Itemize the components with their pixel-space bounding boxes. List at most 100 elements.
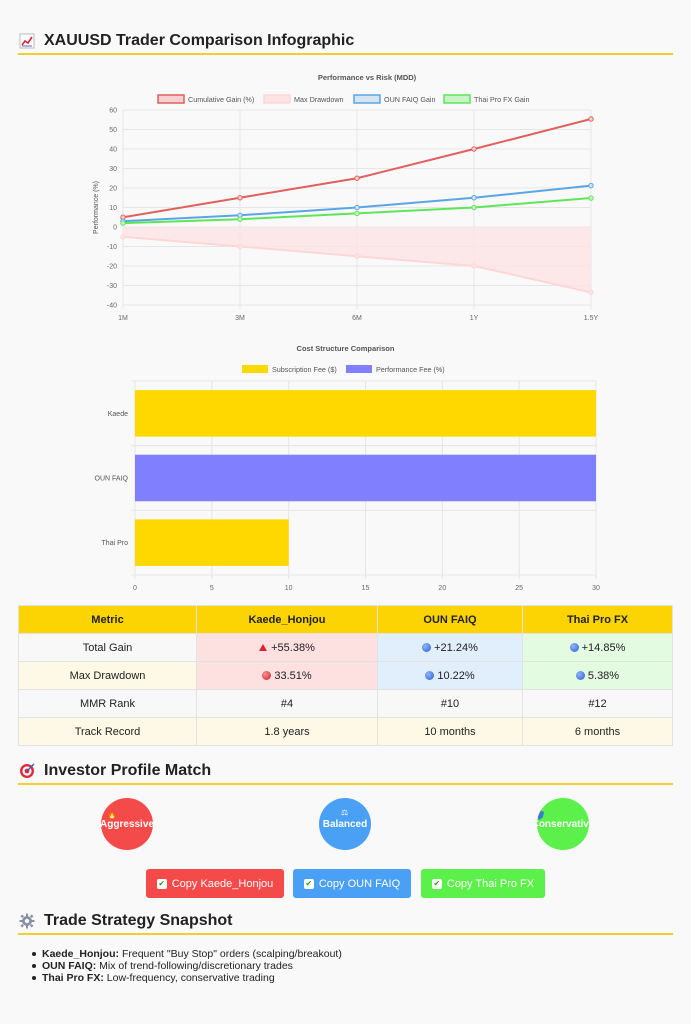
kaede-max-drawdown: 33.51%: [196, 661, 378, 690]
data-point: [588, 182, 594, 189]
table-row: Max Drawdown 33.51% 10.22% 5.38%: [18, 661, 673, 690]
legend-label: Cumulative Gain (%): [188, 95, 254, 104]
blue-circle-icon: [425, 670, 435, 680]
header-kaede: Kaede_Honjou: [196, 605, 378, 634]
oun-max-drawdown: 10.22%: [377, 661, 523, 690]
list-item: Thai Pro FX: Low-frequency, conservative…: [30, 972, 342, 984]
header-thai: Thai Pro FX: [522, 605, 673, 634]
kaede-track-record: 1.8 years: [196, 717, 378, 746]
page-title: XAUUSD Trader Comparison Infographic: [44, 32, 355, 49]
list-item: OUN FAIQ: Mix of trend-following/discret…: [30, 960, 342, 972]
strategy-text: Mix of trend-following/discretionary tra…: [99, 960, 293, 972]
drawdown-area: [123, 227, 591, 293]
profile-title: Investor Profile Match: [44, 762, 212, 779]
value: 33.51%: [274, 669, 312, 682]
value: +55.38%: [271, 641, 315, 654]
fire-icon: 🔥: [107, 810, 117, 819]
metric-cell: Max Drawdown: [18, 661, 197, 690]
x-tick-label: 6M: [352, 315, 362, 322]
data-point: [588, 289, 594, 296]
oun-mmr-rank: #10: [377, 689, 523, 718]
blue-circle-icon: [575, 670, 585, 680]
direct-hit-icon: [18, 762, 36, 780]
copy-oun-button[interactable]: ✔ Copy OUN FAIQ: [293, 869, 411, 898]
data-point: [354, 204, 360, 211]
performance-risk-chart: Performance vs Risk (MDD) Cumulative Gain…: [93, 73, 599, 322]
profile-section-title: Investor Profile Match: [18, 759, 673, 785]
aggressive-circle: 🔥 Aggressive: [101, 798, 153, 850]
data-point: [120, 220, 126, 226]
table-header-row: Metric Kaede_Honjou OUN FAIQ Thai Pro FX: [18, 605, 673, 634]
data-point: [354, 210, 360, 217]
blue-circle-icon: [422, 642, 432, 652]
data-point: [471, 195, 477, 201]
x-tick-label: 0: [133, 585, 137, 592]
bar: [135, 390, 596, 437]
legend-swatch: [353, 94, 381, 104]
legend-label: OUN FAIQ Gain: [384, 95, 436, 104]
legend-item: Subscription Fee ($): [242, 365, 337, 374]
y-tick-label: 30: [109, 166, 117, 173]
thai-mmr-rank: #12: [522, 689, 673, 718]
button-label: Copy Kaede_Honjou: [171, 877, 274, 890]
data-point: [588, 116, 594, 122]
strategy-text: Low-frequency, conservative trading: [106, 972, 275, 984]
table-row: MMR Rank #4 #10 #12: [18, 689, 673, 718]
trader-name: Kaede_Honjou:: [42, 948, 120, 960]
data-point: [471, 204, 477, 211]
data-point: [354, 175, 360, 181]
thai-max-drawdown: 5.38%: [522, 661, 673, 690]
strategy-list: Kaede_Honjou: Frequent "Buy Stop" orders…: [30, 948, 342, 984]
x-tick-label: 1M: [118, 315, 128, 322]
scales-icon: ⚖: [341, 808, 349, 817]
button-label: Copy Thai Pro FX: [446, 877, 535, 890]
legend-label: Subscription Fee ($): [272, 365, 337, 374]
circle-label: Aggressive: [101, 818, 153, 830]
data-point: [237, 195, 243, 201]
y-tick-label: -20: [107, 264, 117, 271]
value: +21.24%: [434, 641, 478, 654]
x-tick-label: 3M: [235, 315, 245, 322]
comparison-table: Metric Kaede_Honjou OUN FAIQ Thai Pro FX…: [18, 605, 673, 746]
thai-total-gain: +14.85%: [522, 633, 673, 662]
value: 5.38%: [587, 669, 620, 682]
y-axis-label: Performance (%): [93, 181, 100, 234]
y-tick-label: 20: [109, 186, 117, 193]
table-row: Track Record 1.8 years 10 months 6 month…: [18, 717, 673, 746]
y-tick-label: 40: [109, 147, 117, 154]
y-tick-label: 0: [113, 225, 117, 232]
data-point: [237, 243, 243, 250]
y-tick-label: -10: [107, 244, 117, 251]
legend-swatch: [346, 365, 372, 373]
legend-swatch: [263, 94, 291, 104]
copy-thai-button[interactable]: ✔ Copy Thai Pro FX: [421, 869, 545, 898]
x-tick-label: 10: [285, 585, 293, 592]
cost-structure-chart: Cost Structure Comparison Subscription Fe…: [95, 344, 600, 592]
metric-cell: MMR Rank: [18, 689, 197, 718]
legend-swatch: [242, 365, 268, 373]
y-tick-label: -30: [107, 283, 117, 290]
x-tick-label: 25: [515, 585, 523, 592]
value: 10.22%: [437, 669, 475, 682]
y-tick-label: 50: [109, 127, 117, 134]
gear-icon: [18, 912, 36, 930]
legend-swatch: [157, 94, 185, 104]
y-tick-label: 10: [109, 205, 117, 212]
page-title-bar: XAUUSD Trader Comparison Infographic: [18, 29, 673, 55]
legend-label: Thai Pro FX Gain: [474, 95, 530, 104]
x-tick-label: 30: [592, 585, 600, 592]
strategy-title: Trade Strategy Snapshot: [44, 912, 233, 929]
copy-kaede-button[interactable]: ✔ Copy Kaede_Honjou: [146, 869, 284, 898]
kaede-mmr-rank: #4: [196, 689, 378, 718]
red-circle-icon: [262, 670, 272, 680]
chart-title: Performance vs Risk (MDD): [318, 73, 417, 82]
chart-title: Cost Structure Comparison: [297, 344, 395, 353]
header-oun: OUN FAIQ: [377, 605, 523, 634]
legend-item: Cumulative Gain (%): [157, 94, 254, 104]
table-row: Total Gain +55.38% +21.24% +14.85%: [18, 633, 673, 662]
x-tick-label: 1Y: [470, 315, 479, 322]
strategy-text: Frequent "Buy Stop" orders (scalping/bre…: [121, 948, 342, 960]
data-point: [588, 195, 594, 201]
data-point: [120, 234, 126, 240]
strategy-section-title: Trade Strategy Snapshot: [18, 909, 673, 935]
